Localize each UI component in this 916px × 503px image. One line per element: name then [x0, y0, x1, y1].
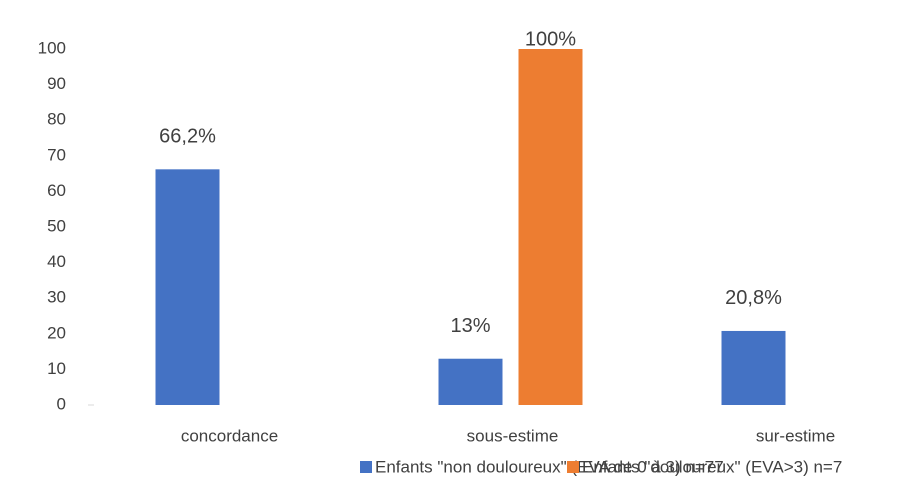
- legend-label: Enfants "douloureux" (EVA>3) n=7: [582, 457, 842, 476]
- bar: [721, 330, 786, 405]
- y-tick-label: 100: [38, 38, 66, 57]
- y-tick-label: 0: [57, 394, 66, 413]
- y-tick-label: 40: [47, 252, 66, 271]
- y-tick-label: 80: [47, 110, 66, 129]
- y-tick-label: 30: [47, 288, 66, 307]
- bar: [438, 358, 503, 405]
- y-tick-label: 20: [47, 323, 66, 342]
- legend-swatch: [360, 461, 372, 473]
- x-tick-label: sur-estime: [756, 426, 835, 445]
- legend-label: Enfants "non douloureux" (EVA de 0 à 3) …: [375, 457, 724, 476]
- y-tick-label: 10: [47, 359, 66, 378]
- value-label: 20,8%: [725, 287, 782, 309]
- x-tick-label: concordance: [181, 426, 278, 445]
- y-tick-label: 50: [47, 216, 66, 235]
- value-label: 66,2%: [159, 126, 216, 148]
- value-label: 100%: [525, 28, 576, 50]
- y-tick-label: 70: [47, 145, 66, 164]
- value-label: 13%: [450, 315, 490, 337]
- legend-swatch: [567, 461, 579, 473]
- y-tick-label: 60: [47, 181, 66, 200]
- bar: [518, 49, 583, 405]
- bar: [155, 169, 220, 405]
- y-tick-label: 90: [47, 74, 66, 93]
- x-tick-label: sous-estime: [467, 426, 559, 445]
